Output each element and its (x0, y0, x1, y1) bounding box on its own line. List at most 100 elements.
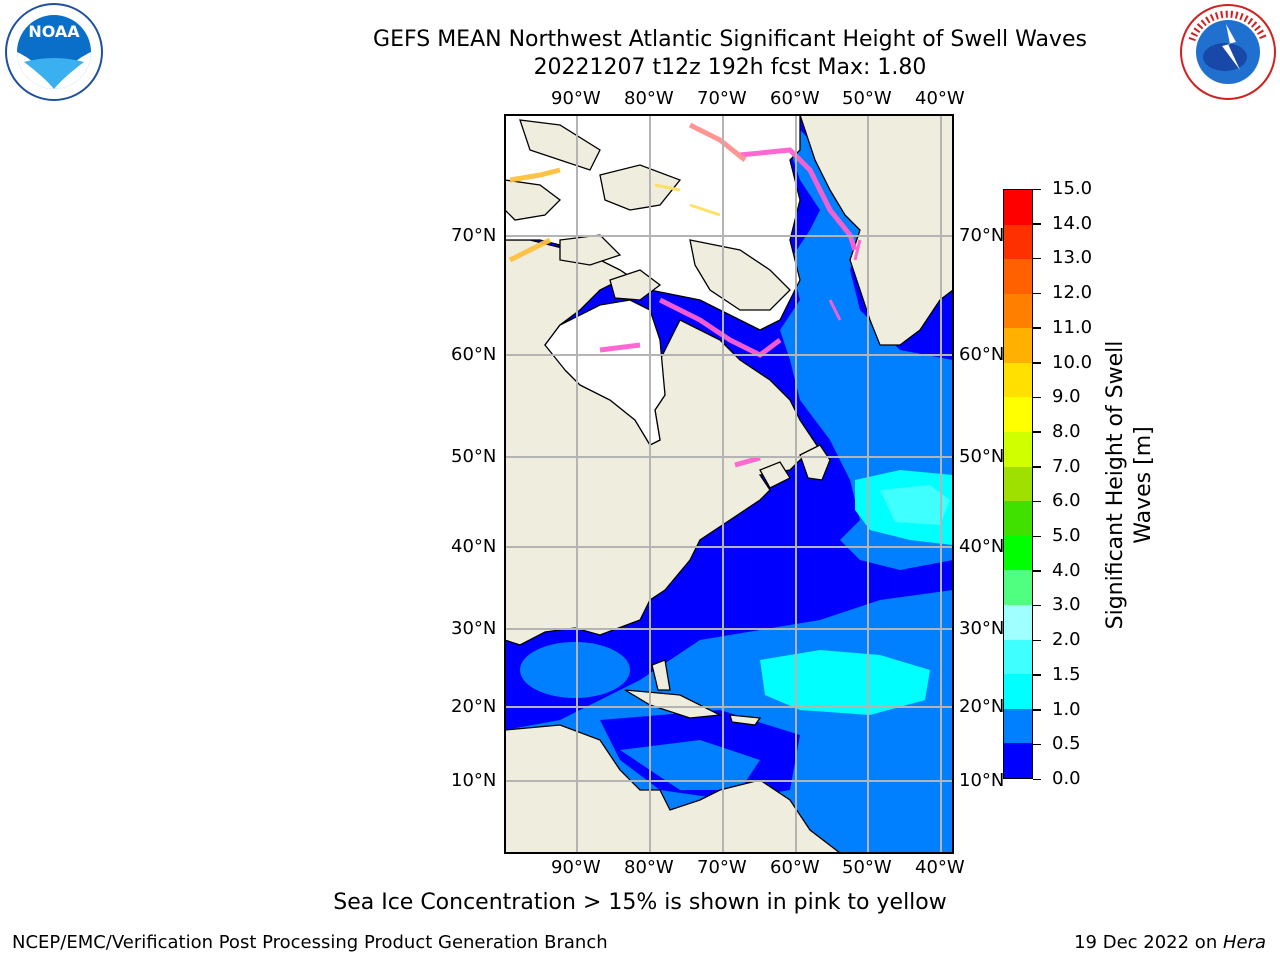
lat-label-right: 50°N (959, 446, 1005, 467)
lon-label-top: 50°W (842, 88, 892, 109)
lat-label-right: 40°N (959, 536, 1005, 557)
colorbar-tick-label: 1.0 (1052, 698, 1081, 720)
colorbar-tick-label: 4.0 (1052, 559, 1081, 581)
noaa-logo: NOAA (5, 3, 103, 101)
colorbar-tick-label: 2.0 (1052, 629, 1081, 651)
lon-label-top: 70°W (697, 88, 747, 109)
colorbar-tick-label: 5.0 (1052, 525, 1081, 547)
nws-logo (1180, 4, 1276, 100)
lon-label-bottom: 80°W (624, 857, 674, 878)
newfoundland-land (799, 444, 831, 481)
footer-branch: NCEP/EMC/Verification Post Processing Pr… (12, 932, 608, 953)
lat-label-right: 60°N (959, 344, 1005, 365)
colorbar-title-line1: Significant Height of Swell (1103, 340, 1128, 630)
colorbar-tick (1033, 292, 1041, 295)
colorbar-tick (1033, 223, 1041, 225)
sea-ice-edge-greenland (739, 147, 858, 251)
footer-date: 19 Dec 2022 on Hera (1074, 932, 1266, 953)
colorbar-segment (1004, 328, 1032, 363)
colorbar-tick (1033, 396, 1041, 399)
colorbar-tick-label: 8.0 (1052, 420, 1081, 442)
colorbar-tick-label: 12.0 (1052, 282, 1093, 304)
colorbar-tick-label: 13.0 (1052, 247, 1093, 269)
hudson-bay (544, 299, 666, 446)
colorbar-tick-label: 11.0 (1052, 316, 1093, 338)
colorbar-tick-label: 3.0 (1052, 594, 1081, 616)
colorbar-segment (1004, 224, 1032, 260)
colorbar-title-line2: Waves [m] (1131, 426, 1156, 544)
lat-label-left: 50°N (451, 446, 497, 467)
colorbar-segment (1004, 570, 1032, 606)
central-america-land (505, 724, 842, 853)
colorbar-tick-label: 0.0 (1052, 768, 1081, 789)
lon-label-bottom: 90°W (551, 857, 601, 878)
lon-label-top: 40°W (915, 88, 965, 109)
colorbar-tick-label: 7.0 (1052, 455, 1081, 477)
footer-date-text: 19 Dec 2022 on (1074, 932, 1223, 953)
colorbar-tick (1033, 327, 1041, 329)
lat-label-right: 70°N (959, 225, 1005, 246)
colorbar-tick-label: 15.0 (1052, 178, 1093, 199)
colorbar-tick-label: 1.5 (1052, 663, 1081, 685)
lat-label-right: 10°N (959, 770, 1005, 791)
colorbar-segment (1004, 605, 1032, 640)
colorbar-tick (1033, 709, 1041, 711)
colorbar-segment (1004, 432, 1032, 467)
lat-label-left: 60°N (451, 344, 497, 365)
sea-ice-note: Sea Ice Concentration > 15% is shown in … (333, 890, 947, 915)
colorbar-tick (1033, 639, 1041, 642)
colorbar-tick (1033, 257, 1041, 260)
noaa-logo-text: NOAA (28, 22, 80, 41)
colorbar (1003, 189, 1033, 779)
colorbar-tick (1033, 431, 1041, 433)
colorbar-tick-label: 6.0 (1052, 490, 1081, 512)
lat-label-left: 70°N (451, 225, 497, 246)
lon-label-top: 80°W (624, 88, 674, 109)
colorbar-segment (1004, 535, 1032, 571)
lon-label-bottom: 60°W (770, 857, 820, 878)
colorbar-segment (1004, 743, 1032, 778)
colorbar-tick (1033, 535, 1041, 538)
colorbar-tick (1033, 188, 1041, 190)
north-america-land (505, 115, 821, 646)
colorbar-tick-label: 10.0 (1052, 351, 1093, 373)
lat-label-left: 40°N (451, 536, 497, 557)
colorbar-tick (1033, 570, 1041, 572)
colorbar-tick (1033, 362, 1041, 364)
lon-label-bottom: 50°W (842, 857, 892, 878)
footer-host: Hera (1222, 932, 1266, 953)
lon-label-top: 60°W (770, 88, 820, 109)
colorbar-tick (1033, 743, 1041, 746)
colorbar-title: Significant Height of Swell Waves [m] (1102, 341, 1158, 630)
lat-label-left: 10°N (451, 770, 497, 791)
colorbar-segment (1004, 259, 1032, 294)
lat-label-right: 30°N (959, 618, 1005, 639)
colorbar-tick (1033, 778, 1041, 780)
colorbar-segment (1004, 674, 1032, 709)
colorbar-segment (1004, 466, 1032, 502)
colorbar-segment (1004, 362, 1032, 398)
chart-title: GEFS MEAN Northwest Atlantic Significant… (373, 27, 1087, 52)
colorbar-segment (1004, 397, 1032, 433)
greenland-land (799, 115, 953, 346)
colorbar-segment (1004, 501, 1032, 536)
colorbar-segment (1004, 708, 1032, 744)
chart-subtitle: 20221207 t12z 192h fcst Max: 1.80 (533, 55, 927, 80)
colorbar-tick (1033, 674, 1041, 676)
lon-label-bottom: 40°W (915, 857, 965, 878)
colorbar-segment (1004, 293, 1032, 329)
colorbar-tick (1033, 604, 1041, 607)
colorbar-tick-label: 14.0 (1052, 212, 1093, 234)
lat-label-right: 20°N (959, 696, 1005, 717)
map-frame (504, 114, 954, 854)
colorbar-tick-label: 9.0 (1052, 386, 1081, 408)
cuba-land (624, 689, 723, 719)
graticule (505, 115, 953, 853)
sea-ice-edge-labrador (658, 297, 782, 358)
colorbar-tick-label: 0.5 (1052, 733, 1081, 755)
colorbar-tick (1033, 500, 1041, 503)
lon-label-top: 90°W (551, 88, 601, 109)
gulf-region (520, 642, 630, 698)
colorbar-tick (1033, 466, 1041, 468)
